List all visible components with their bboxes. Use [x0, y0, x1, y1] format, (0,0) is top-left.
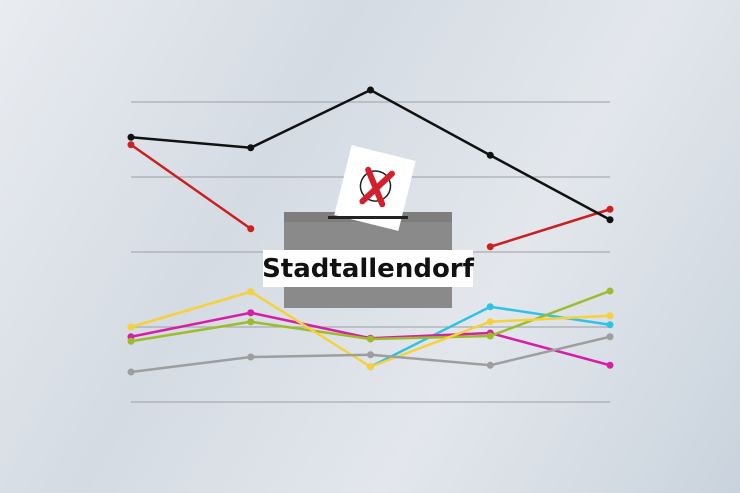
cross-mark-icon [359, 166, 395, 208]
data-point [606, 321, 614, 329]
data-point [127, 141, 135, 149]
ballot-slot [328, 216, 408, 219]
data-point [367, 363, 374, 371]
data-point [486, 318, 494, 326]
data-point [486, 151, 494, 159]
data-point [247, 225, 255, 233]
data-point [247, 309, 255, 317]
town-label: Stadtallendorf [262, 250, 474, 287]
data-point [486, 303, 494, 311]
data-point [247, 353, 255, 361]
data-point [486, 243, 494, 251]
data-point [127, 133, 135, 141]
data-point [486, 332, 494, 340]
series-line [130, 143, 611, 248]
data-point [367, 335, 374, 343]
data-point [486, 361, 494, 369]
data-point [367, 86, 374, 94]
data-point [127, 323, 135, 331]
data-point [247, 318, 255, 326]
data-point [247, 144, 255, 152]
data-point [606, 216, 614, 224]
data-point [606, 361, 614, 369]
data-point [127, 337, 135, 345]
data-point [247, 288, 255, 296]
data-point [606, 333, 614, 341]
data-point [367, 351, 374, 359]
data-point [606, 312, 614, 320]
data-point [606, 287, 614, 295]
ballot-paper [334, 145, 416, 231]
data-point [606, 205, 614, 213]
data-point [127, 368, 135, 376]
